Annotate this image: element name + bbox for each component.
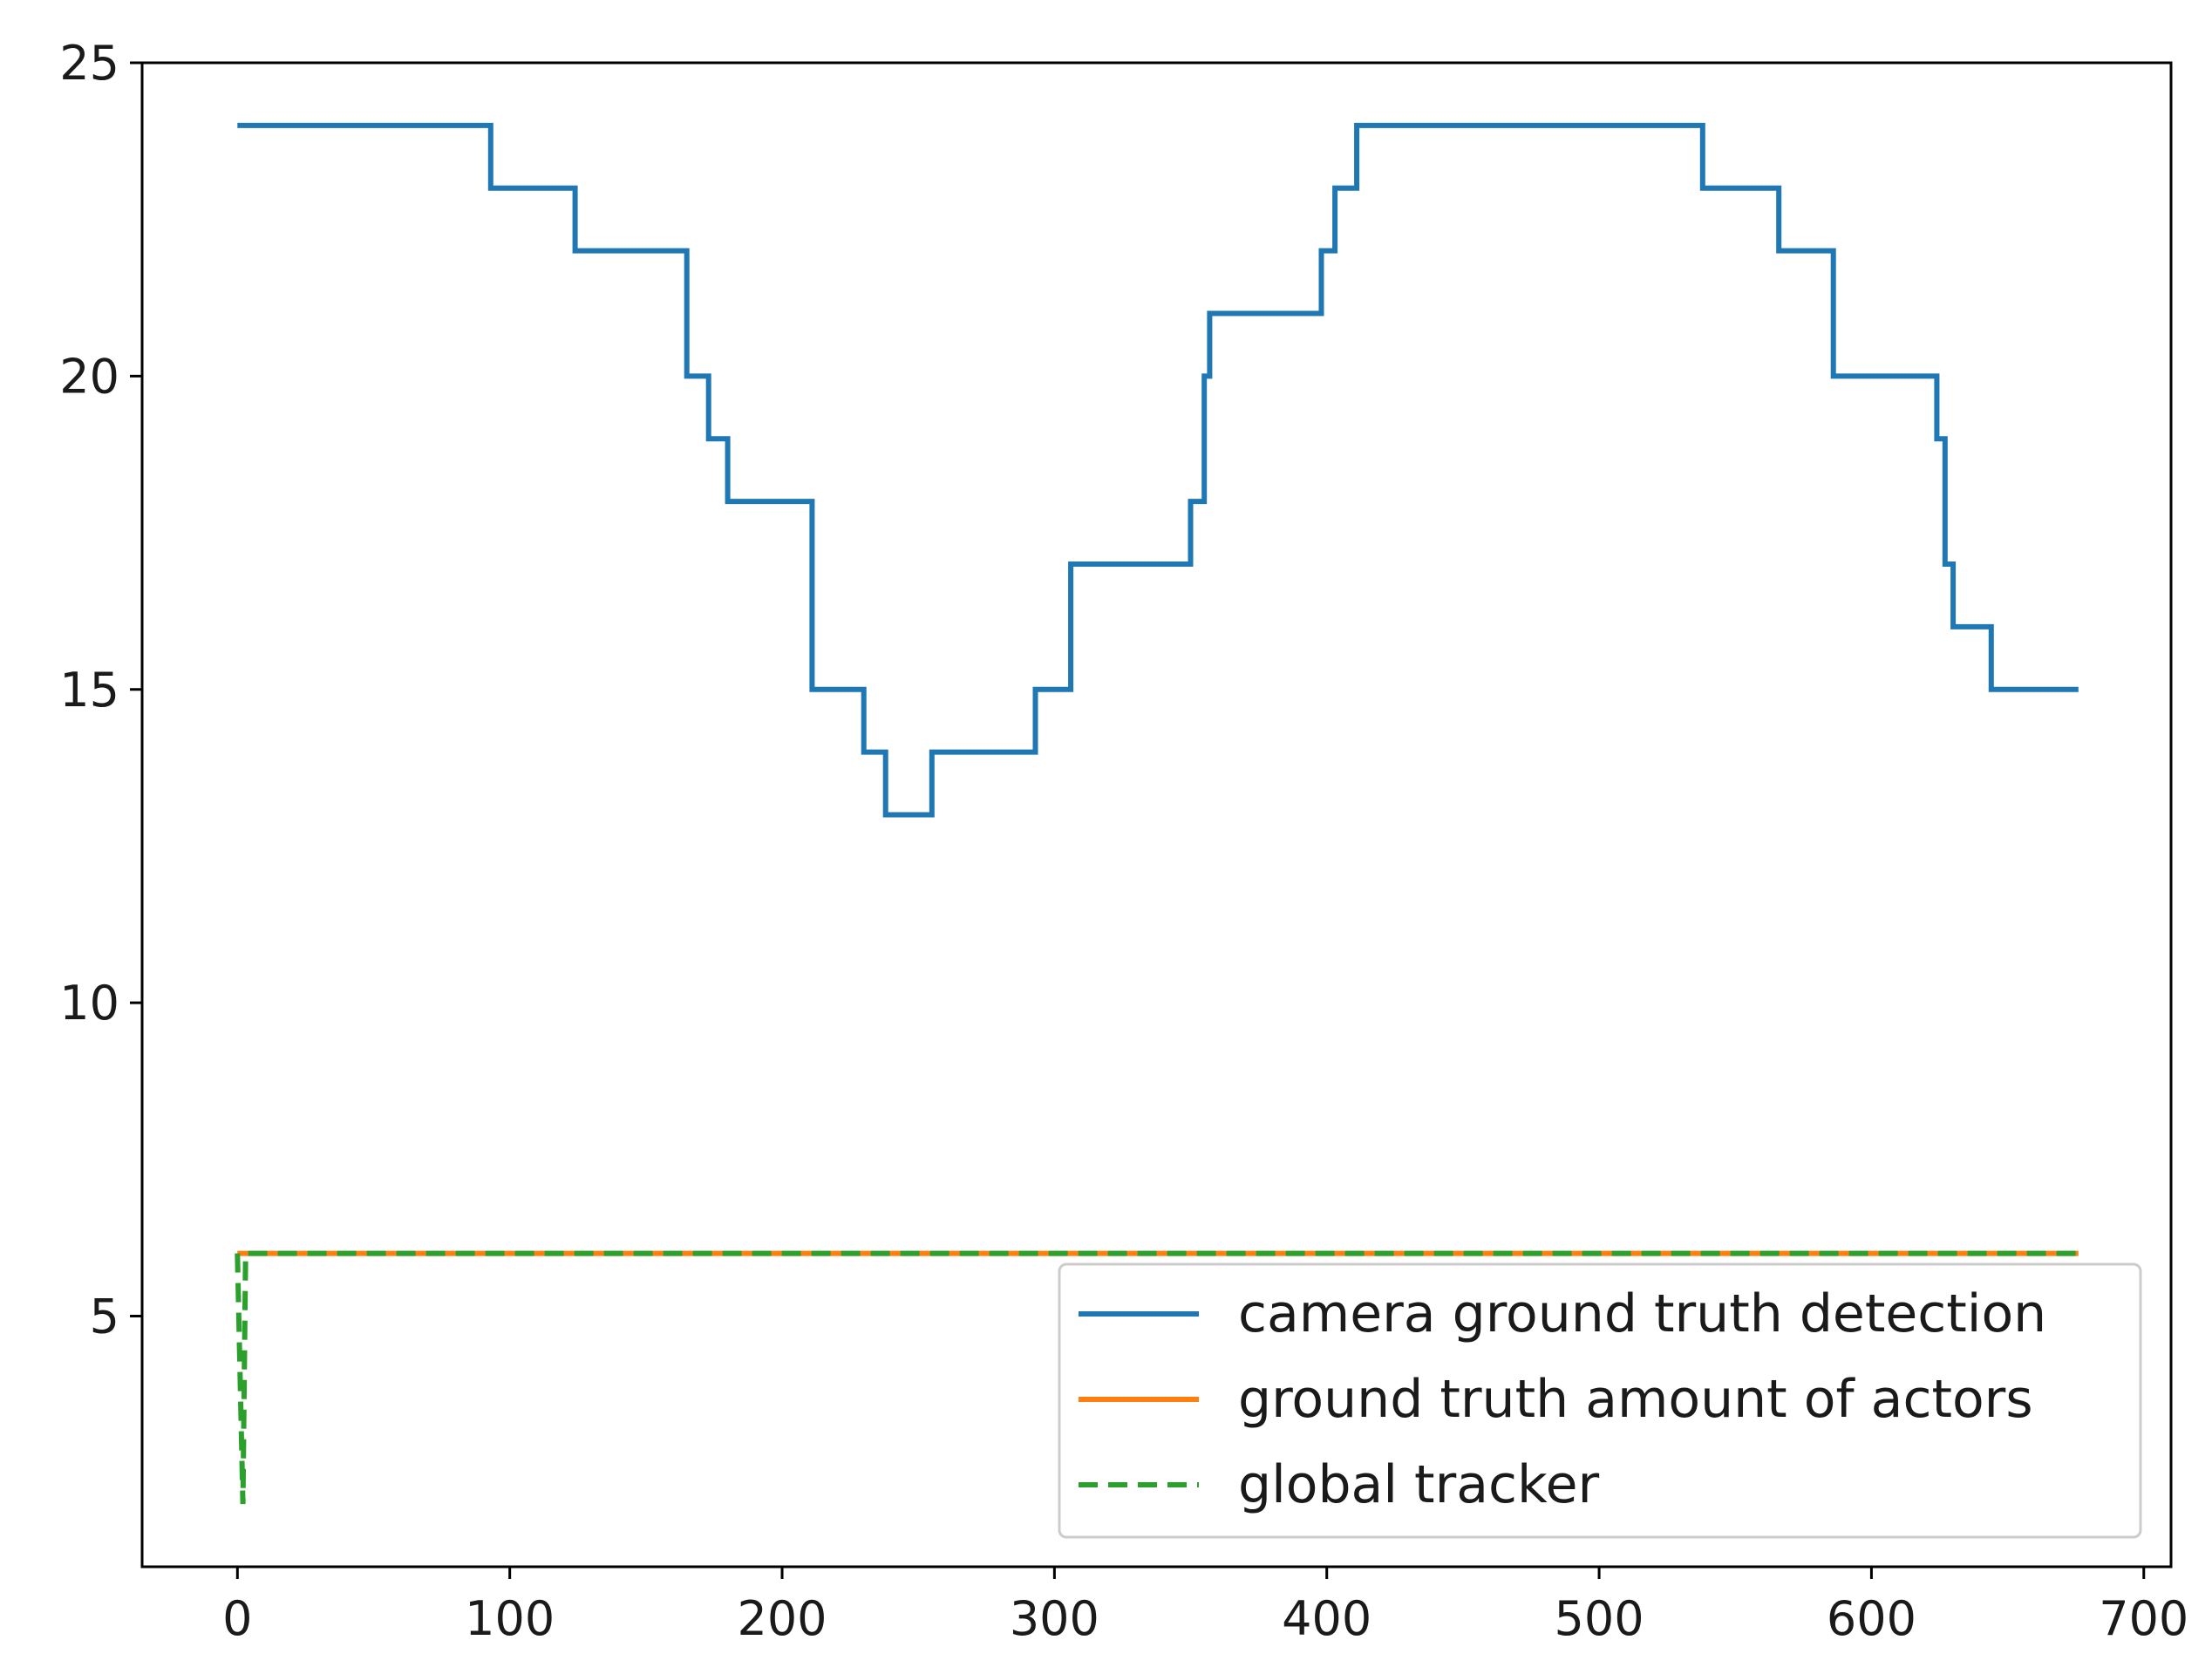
series-line-3: [235, 1250, 2079, 1505]
legend-box: [1058, 1262, 2142, 1539]
x-tick-label: 100: [465, 1591, 555, 1646]
x-tick-label: 0: [222, 1591, 252, 1646]
x-tick-label: 700: [2099, 1591, 2188, 1646]
x-tick-label: 200: [737, 1591, 827, 1646]
axis-layer: 0 100 200 300 400 500 600 700 5 10 15 20 25: [59, 36, 2188, 1646]
y-tick-label: 10: [59, 976, 119, 1031]
legend-label-1: camera ground truth detection: [1238, 1283, 2046, 1344]
y-tick-label: 15: [59, 663, 119, 718]
legend-label-2: ground truth amount of actors: [1238, 1369, 2033, 1430]
plot-frame: [140, 61, 2173, 1569]
series-line-1: [237, 122, 2079, 818]
x-tick-label: 400: [1282, 1591, 1371, 1646]
legend-label-3: global tracker: [1238, 1454, 1600, 1515]
y-tick-label: 20: [59, 349, 119, 404]
y-tick-label: 25: [59, 36, 119, 91]
legend: camera ground truth detection ground trut…: [1058, 1262, 2142, 1539]
x-tick-label: 500: [1555, 1591, 1644, 1646]
y-tick-label: 5: [90, 1290, 119, 1344]
x-tick-label: 600: [1827, 1591, 1916, 1646]
series-layer: [235, 122, 2079, 1505]
x-tick-label: 300: [1010, 1591, 1099, 1646]
